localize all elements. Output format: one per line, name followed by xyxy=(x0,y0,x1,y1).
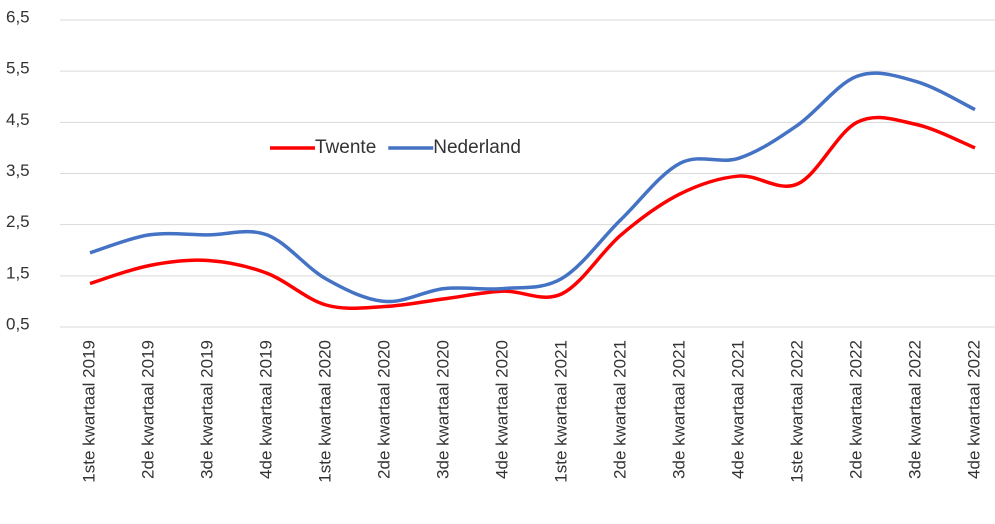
y-tick-label: 1,5 xyxy=(6,263,30,282)
y-tick-label: 5,5 xyxy=(6,59,30,78)
y-tick-label: 6,5 xyxy=(6,7,30,26)
x-tick-label: 1ste kwartaal 2021 xyxy=(551,340,570,483)
y-tick-label: 2,5 xyxy=(6,212,30,231)
legend-label: Twente xyxy=(315,137,376,158)
x-tick-label: 4de kwartaal 2020 xyxy=(492,340,511,479)
x-tick-label: 4de kwartaal 2019 xyxy=(256,340,275,479)
x-tick-label: 2de kwartaal 2019 xyxy=(138,340,157,479)
x-tick-label: 3de kwartaal 2019 xyxy=(197,340,216,479)
y-tick-label: 4,5 xyxy=(6,110,30,129)
x-tick-label: 2de kwartaal 2020 xyxy=(374,340,393,479)
x-tick-label: 2de kwartaal 2022 xyxy=(846,340,865,479)
x-tick-label: 1ste kwartaal 2020 xyxy=(315,340,334,483)
series-line xyxy=(89,71,976,304)
legend-label: Nederland xyxy=(433,137,521,158)
series-line xyxy=(89,115,976,310)
y-tick-label: 0,5 xyxy=(6,314,30,333)
y-tick-label: 3,5 xyxy=(6,161,30,180)
x-tick-label: 3de kwartaal 2021 xyxy=(669,340,688,479)
x-tick-label: 4de kwartaal 2021 xyxy=(728,340,747,479)
x-tick-label: 1ste kwartaal 2022 xyxy=(787,340,806,483)
x-tick-label: 1ste kwartaal 2019 xyxy=(79,340,98,483)
x-tick-label: 3de kwartaal 2020 xyxy=(433,340,452,479)
x-tick-label: 4de kwartaal 2022 xyxy=(964,340,983,479)
x-tick-label: 3de kwartaal 2022 xyxy=(905,340,924,479)
x-tick-label: 2de kwartaal 2021 xyxy=(610,340,629,479)
